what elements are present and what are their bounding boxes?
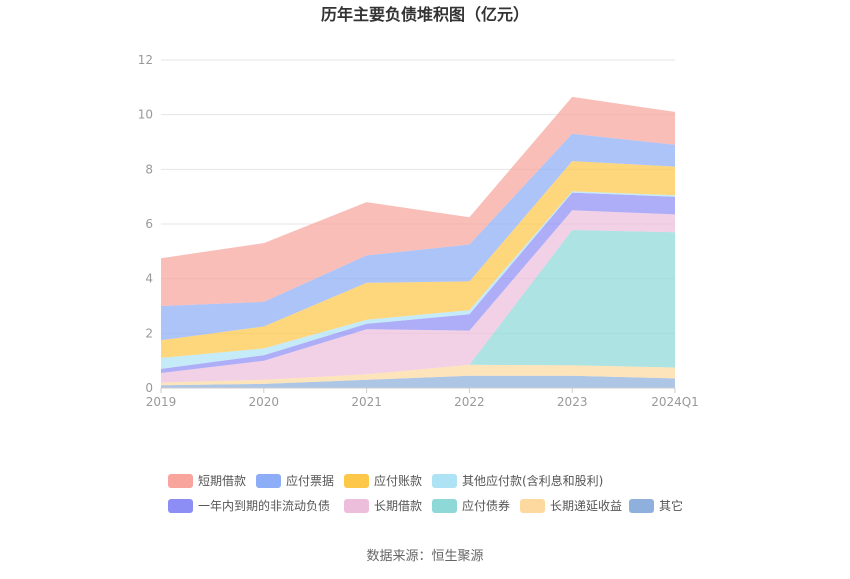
legend-label: 短期借款 xyxy=(198,474,246,488)
legend-swatch xyxy=(256,474,281,488)
y-tick-label: 2 xyxy=(145,326,153,340)
legend-swatch xyxy=(520,499,545,513)
legend: 短期借款 应付票据 应付账款 其他应付款(含利息和股利) 一年内到期的非流动负债 长期借款… xyxy=(168,473,683,513)
x-tick-label: 2022 xyxy=(454,395,485,409)
legend-label: 其他应付款(含利息和股利) xyxy=(462,473,603,488)
legend-label: 长期借款 xyxy=(374,499,422,513)
y-tick-label: 6 xyxy=(145,217,153,231)
x-tick-label: 2020 xyxy=(249,395,280,409)
y-tick-label: 8 xyxy=(145,162,153,176)
x-tick-label: 2023 xyxy=(557,395,588,409)
legend-swatch xyxy=(344,499,369,513)
area-series-group xyxy=(161,96,675,388)
x-tick-label: 2019 xyxy=(146,395,177,409)
legend-label: 应付票据 xyxy=(286,473,334,488)
y-tick-label: 0 xyxy=(145,381,153,395)
source-note: 数据来源：恒生聚源 xyxy=(366,549,483,564)
axes: 2019 2020 2021 2022 2023 2024Q1 xyxy=(146,387,699,409)
legend-swatch xyxy=(168,474,193,488)
area-series-1 xyxy=(161,364,675,386)
legend-label: 其它 xyxy=(659,498,683,513)
legend-label: 应付账款 xyxy=(374,473,422,488)
chart-title: 历年主要负债堆积图（亿元） xyxy=(321,5,529,24)
area-series-3 xyxy=(161,210,675,383)
area-series-7 xyxy=(161,133,675,341)
area-series-8 xyxy=(161,96,675,307)
legend-label: 一年内到期的非流动负债 xyxy=(198,498,330,513)
legend-swatch xyxy=(168,499,193,513)
legend-label: 长期递延收益 xyxy=(550,499,622,513)
area-series-4 xyxy=(161,192,675,373)
legend-swatch xyxy=(629,499,654,513)
x-tick-label: 2021 xyxy=(351,395,382,409)
x-tick-label: 2024Q1 xyxy=(651,395,699,409)
y-tick-label: 12 xyxy=(138,53,153,67)
area-series-0 xyxy=(161,375,675,388)
legend-swatch xyxy=(432,499,457,513)
legend-swatch xyxy=(432,474,457,488)
area-series-2 xyxy=(161,230,675,383)
y-tick-label: 4 xyxy=(145,272,153,286)
area-series-6 xyxy=(161,161,675,358)
legend-swatch xyxy=(344,474,369,488)
legend-label: 应付债券 xyxy=(462,498,510,513)
y-tick-label: 10 xyxy=(138,108,153,122)
